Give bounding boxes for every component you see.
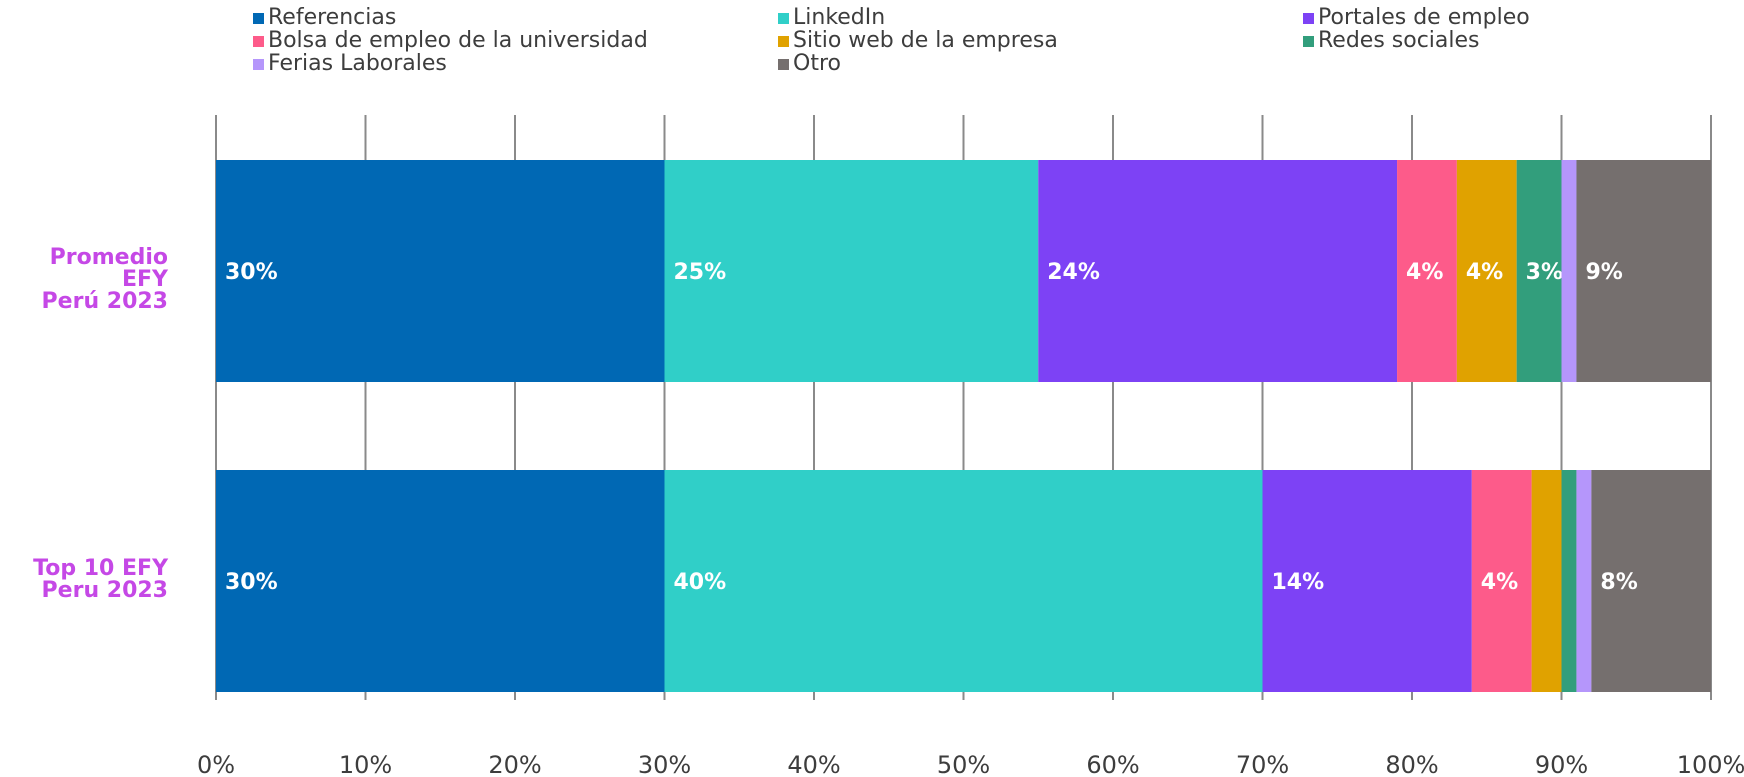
- legend-item: Otro: [778, 53, 841, 75]
- category-label-line: Top 10 EFY: [33, 556, 168, 581]
- bar-segment: [216, 470, 665, 692]
- category-label: Top 10 EFY Peru 2023: [0, 558, 168, 602]
- legend-swatch: [253, 12, 264, 24]
- legend-swatch: [253, 35, 264, 47]
- data-label: 25%: [674, 260, 727, 285]
- data-label: 30%: [225, 260, 278, 285]
- bar-segment: [1531, 470, 1562, 692]
- x-tick-label: 20%: [488, 751, 541, 777]
- bar-segment: [1471, 470, 1532, 692]
- x-tick-label: 70%: [1236, 751, 1289, 777]
- category-label-line: Promedio EFY: [49, 245, 168, 292]
- legend-label: Sitio web de la empresa: [793, 28, 1058, 53]
- category-label-line: Peru 2023: [41, 578, 168, 603]
- bar-segment: [1561, 160, 1577, 382]
- data-label: 8%: [1600, 570, 1637, 595]
- legend-item: Bolsa de empleo de la universidad: [253, 30, 648, 52]
- legend-item: Sitio web de la empresa: [778, 30, 1058, 52]
- legend-swatch: [1303, 35, 1314, 47]
- category-label-line: Perú 2023: [41, 289, 168, 314]
- legend: Referencias LinkedIn Portales de empleo Bol…: [0, 0, 1744, 80]
- legend-label: Portales de empleo: [1318, 5, 1530, 30]
- data-label: 9%: [1585, 260, 1622, 285]
- bar-segment: [1561, 470, 1577, 692]
- bar-segment: [1591, 470, 1711, 692]
- bar-segment: [664, 470, 1263, 692]
- bar-segment: [664, 160, 1039, 382]
- data-label: 3%: [1526, 260, 1563, 285]
- bar-segment: [1456, 160, 1517, 382]
- data-label: 40%: [674, 570, 727, 595]
- x-tick-label: 30%: [638, 751, 691, 777]
- x-tick-label: 10%: [339, 751, 392, 777]
- legend-item: Portales de empleo: [1303, 7, 1530, 29]
- legend-item: Redes sociales: [1303, 30, 1480, 52]
- x-tick-label: 100%: [1677, 751, 1744, 777]
- legend-swatch: [1303, 12, 1314, 24]
- x-tick-label: 80%: [1385, 751, 1438, 777]
- bar-segment: [1262, 470, 1472, 692]
- bar-segment: [216, 160, 665, 382]
- legend-swatch: [778, 35, 789, 47]
- legend-label: Bolsa de empleo de la universidad: [268, 28, 648, 53]
- data-label: 24%: [1047, 260, 1100, 285]
- legend-swatch: [778, 12, 789, 24]
- bar-segment: [1576, 470, 1592, 692]
- bar-segment: [1516, 160, 1562, 382]
- legend-label: Ferias Laborales: [268, 51, 447, 76]
- data-label: 30%: [225, 570, 278, 595]
- legend-label: Redes sociales: [1318, 28, 1480, 53]
- legend-label: Otro: [793, 51, 841, 76]
- legend-item: Ferias Laborales: [253, 53, 447, 75]
- data-label: 14%: [1272, 570, 1325, 595]
- legend-swatch: [778, 58, 789, 70]
- legend-label: LinkedIn: [793, 5, 886, 30]
- legend-item: Referencias: [253, 7, 396, 29]
- x-tick-label: 40%: [787, 751, 840, 777]
- category-label: Promedio EFY Perú 2023: [0, 247, 168, 313]
- data-label: 4%: [1481, 570, 1518, 595]
- legend-label: Referencias: [268, 5, 397, 30]
- legend-swatch: [253, 58, 264, 70]
- x-tick-label: 50%: [937, 751, 990, 777]
- x-tick-label: 90%: [1535, 751, 1588, 777]
- x-tick-label: 0%: [197, 751, 235, 777]
- bar-segment: [1576, 160, 1711, 382]
- x-tick-label: 60%: [1086, 751, 1139, 777]
- bar-segment: [1397, 160, 1457, 382]
- data-label: 4%: [1466, 260, 1503, 285]
- data-label: 4%: [1406, 260, 1443, 285]
- bar-segment: [1038, 160, 1398, 382]
- legend-item: LinkedIn: [778, 7, 885, 29]
